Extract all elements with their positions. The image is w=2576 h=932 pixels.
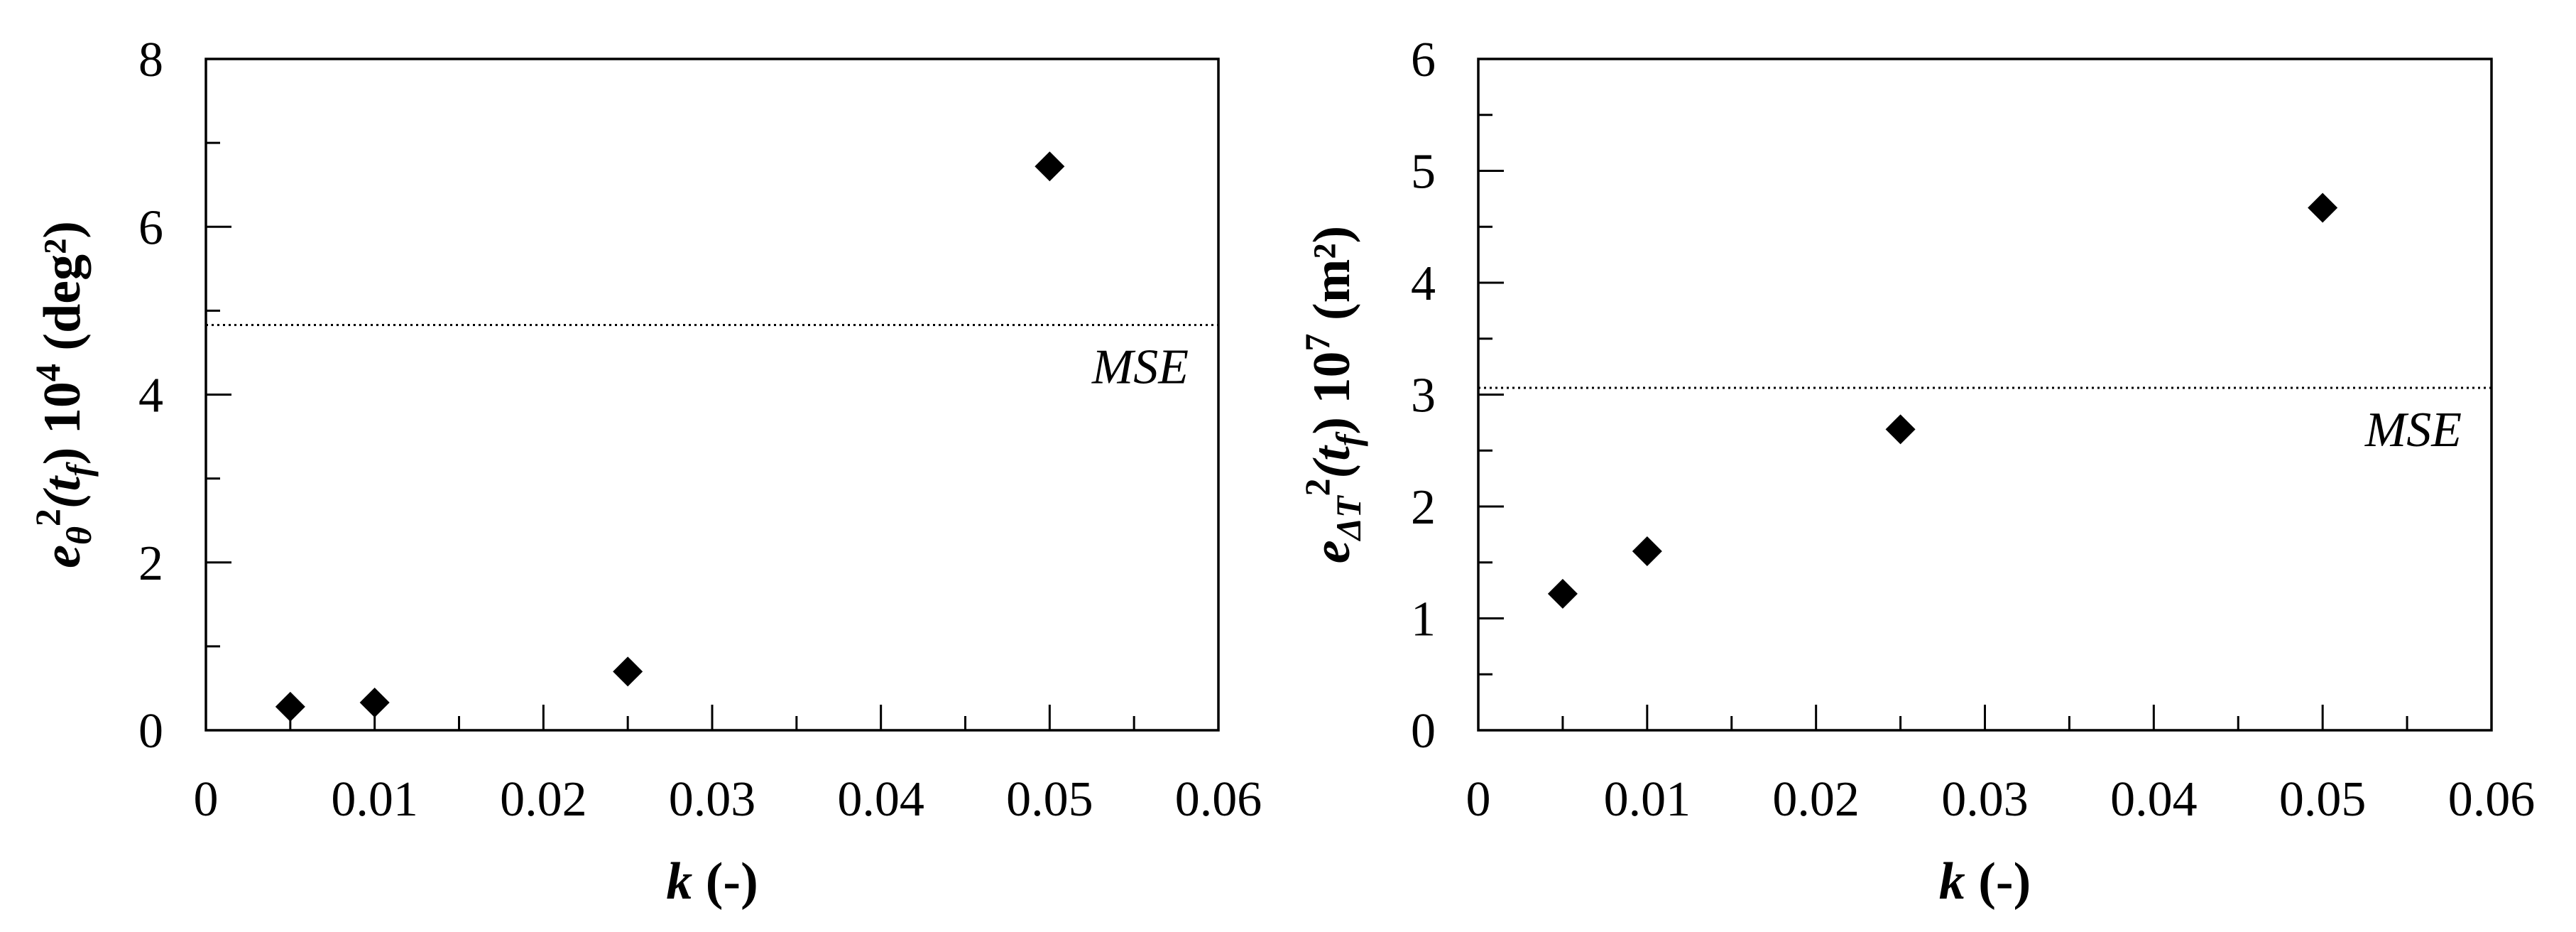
y-title-symbol: e: [1303, 540, 1361, 563]
data-point: [613, 656, 643, 687]
x-tick-label: 0.02: [500, 772, 587, 827]
y-title-time-subscript: f: [1328, 431, 1368, 446]
y-tick-label: 5: [1411, 145, 1436, 200]
x-tick-label: 0: [194, 772, 219, 827]
y-tick-label: 6: [138, 200, 163, 255]
x-tick-label: 0.01: [1604, 772, 1691, 827]
x-tick-label: 0.06: [2448, 772, 2536, 827]
data-point: [2308, 193, 2338, 223]
y-title-time-subscript: f: [59, 462, 99, 477]
y-title-subscript: θ: [59, 526, 99, 545]
y-title-scale: ) 10: [1303, 351, 1361, 434]
data-point: [359, 688, 390, 718]
chart-panel-right: 0 0.01 0.02 0.03 0.04 0.05 0.06 0 1 2 3 4 5 6 k (-) eΔT…: [1297, 33, 2535, 911]
data-point: [1035, 151, 1065, 182]
y-tick-label: 0: [1411, 704, 1436, 759]
x-axis-unit: (-): [1965, 852, 2031, 911]
x-tick-label: 0.04: [2110, 772, 2198, 827]
y-tick-label: 4: [1411, 256, 1436, 311]
x-axis-var: k: [666, 852, 692, 911]
y-tick-label: 6: [1411, 33, 1436, 87]
y-title-exponent: 7: [1297, 333, 1337, 351]
data-point: [1632, 536, 1662, 566]
y-tick-label: 2: [1411, 480, 1436, 535]
data-point: [1885, 414, 1916, 445]
x-tick-label: 0: [1466, 772, 1491, 827]
x-axis-var: k: [1939, 852, 1965, 911]
x-axis-title: k (-): [1939, 852, 2031, 911]
y-title-unit: (m²): [1303, 226, 1361, 334]
x-tick-label: 0.05: [1006, 772, 1093, 827]
y-tick-label: 3: [1411, 369, 1436, 423]
mse-label: MSE: [2364, 403, 2462, 457]
y-title-symbol: e: [33, 545, 92, 568]
y-tick-label: 8: [138, 33, 163, 87]
data-point: [275, 691, 305, 722]
y-title-exponent: 4: [28, 364, 67, 381]
y-title-power: 2: [28, 509, 67, 526]
plot-frame: [1477, 58, 2493, 732]
y-title-scale: ) 10: [33, 381, 92, 465]
x-tick-label: 0.04: [837, 772, 924, 827]
x-tick-label: 0.01: [331, 772, 418, 827]
x-tick-label: 0.05: [2279, 772, 2367, 827]
plot-frame: [204, 58, 1220, 732]
y-tick-label: 2: [138, 536, 163, 591]
x-tick-label: 0.06: [1175, 772, 1262, 827]
y-title-time: (t: [33, 475, 92, 509]
y-tick-label: 0: [138, 704, 163, 759]
mse-label: MSE: [1091, 340, 1189, 394]
x-tick-label: 0.02: [1772, 772, 1860, 827]
y-title-unit: (deg²): [33, 221, 92, 364]
y-title-power: 2: [1297, 478, 1337, 496]
y-title-subscript: ΔT: [1328, 494, 1368, 541]
data-point: [1547, 578, 1578, 609]
x-tick-label: 0.03: [669, 772, 756, 827]
x-axis-title: k (-): [666, 852, 758, 911]
y-tick-label: 1: [1411, 592, 1436, 647]
y-axis-title: eΔT2(tf) 107 (m²): [1297, 226, 1368, 563]
y-axis-title: eθ2(tf) 104 (deg²): [28, 221, 99, 568]
x-axis-unit: (-): [692, 852, 758, 911]
x-tick-label: 0.03: [1941, 772, 2029, 827]
y-tick-label: 4: [138, 369, 163, 423]
y-title-time: (t: [1303, 445, 1361, 479]
